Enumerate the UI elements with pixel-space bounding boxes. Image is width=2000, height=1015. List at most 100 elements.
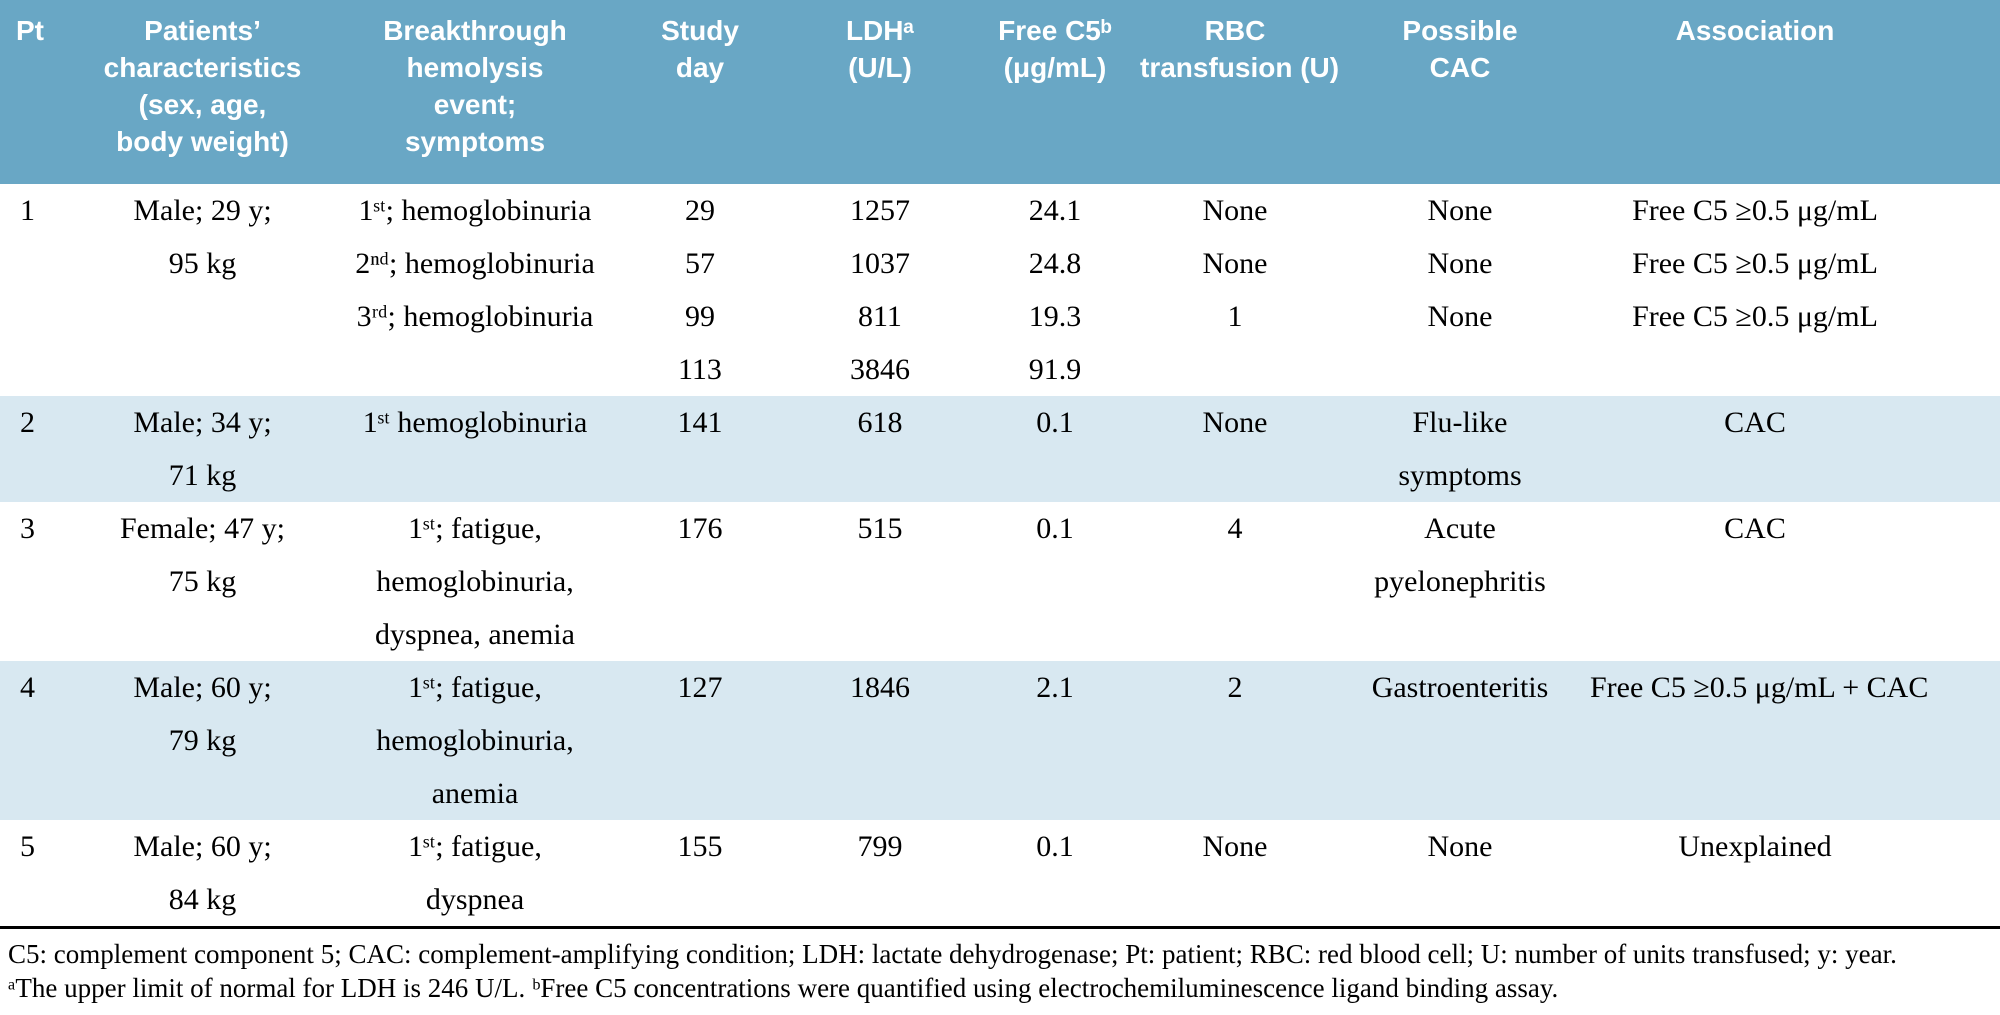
cell-line: 0.1 (1036, 830, 1074, 863)
cell-study-day: 155 (610, 820, 790, 926)
cell-association: Free C5 ≥0.5 μg/mL Free C5 ≥0.5 μg/mL Fr… (1590, 184, 2000, 396)
cell-study-day: 141 (610, 396, 790, 502)
patient-row-1: 1 Male; 29 y; 95 kg 1ˢᵗ; hemoglobinuria … (0, 184, 2000, 396)
header-pt: Pt (0, 12, 65, 160)
cell-line: None (1202, 830, 1268, 863)
cell-line: 2ⁿᵈ; hemoglobinuria (355, 247, 595, 280)
cell-line: 3846 (850, 353, 910, 386)
cell-line: 1ˢᵗ; fatigue, (408, 512, 542, 545)
cell-events: 1ˢᵗ; hemoglobinuria 2ⁿᵈ; hemoglobinuria … (340, 184, 610, 396)
cell-line: None (1427, 247, 1493, 280)
cell-line: 127 (677, 671, 723, 704)
cell-line: Male; 34 y; (133, 406, 272, 439)
cell-line: Unexplained (1678, 830, 1832, 863)
header-line: Patients’ (144, 15, 261, 46)
cell-line: dyspnea (425, 883, 525, 916)
cell-free-c5: 0.1 (970, 502, 1140, 661)
cell-line: 1 (20, 194, 35, 227)
header-patient-characteristics: Patients’ characteristics (sex, age, bod… (65, 12, 340, 160)
cell-line: None (1202, 194, 1268, 227)
cell-ldh: 1257 1037 811 3846 (790, 184, 970, 396)
cell-line: 4 (1227, 512, 1243, 545)
header-line: transfusion (U) (1140, 52, 1340, 83)
cell-line: 91.9 (1028, 353, 1082, 386)
cell-line: 176 (677, 512, 723, 545)
cell-characteristics: Male; 34 y; 71 kg (65, 396, 340, 502)
cell-line: 799 (857, 830, 903, 863)
cell-line: 515 (857, 512, 903, 545)
cell-line: 57 (685, 247, 715, 280)
cell-line: Free C5 ≥0.5 μg/mL (1632, 247, 1878, 280)
patient-row-4: 4 Male; 60 y; 79 kg 1ˢᵗ; fatigue, hemogl… (0, 661, 2000, 820)
cell-characteristics: Male; 60 y; 84 kg (65, 820, 340, 926)
cell-line: 3 (20, 512, 35, 545)
cell-line: 19.3 (1028, 300, 1082, 333)
header-line: Pt (16, 15, 44, 46)
cell-line: 75 kg (168, 565, 237, 598)
header-line: hemolysis (406, 52, 544, 83)
cell-events: 1ˢᵗ hemoglobinuria (340, 396, 610, 502)
cell-study-day: 127 (610, 661, 790, 820)
cell-line: 1037 (850, 247, 910, 280)
cell-free-c5: 2.1 (970, 661, 1140, 820)
header-ldh: LDHᵃ (U/L) (790, 12, 970, 160)
footnote-abbreviations: C5: complement component 5; CAC: complem… (8, 939, 1897, 969)
cell-line: Female; 47 y; (120, 512, 285, 545)
cell-line: 1ˢᵗ; fatigue, (408, 830, 542, 863)
cell-line: None (1427, 830, 1493, 863)
cell-line: Free C5 ≥0.5 μg/mL + CAC (1590, 671, 1929, 704)
cell-cac: None (1330, 820, 1590, 926)
header-line: (μg/mL) (1003, 52, 1107, 83)
cell-association: Free C5 ≥0.5 μg/mL + CAC (1590, 661, 2000, 820)
cell-events: 1ˢᵗ; fatigue, hemoglobinuria, anemia (340, 661, 610, 820)
cell-characteristics: Male; 29 y; 95 kg (65, 184, 340, 396)
cell-line: 113 (678, 353, 722, 386)
header-line: Breakthrough (383, 15, 567, 46)
header-line: CAC (1429, 52, 1491, 83)
cell-rbc: 4 (1140, 502, 1330, 661)
header-rbc-transfusion: RBC transfusion (U) (1140, 12, 1340, 160)
cell-line: Male; 60 y; (133, 671, 272, 704)
cell-pt: 3 (0, 502, 65, 661)
header-possible-cac: Possible CAC (1330, 12, 1590, 160)
header-free-c5: Free C5ᵇ (μg/mL) (970, 12, 1140, 160)
patient-row-5: 5 Male; 60 y; 84 kg 1ˢᵗ; fatigue, dyspne… (0, 820, 2000, 926)
cell-pt: 4 (0, 661, 65, 820)
cell-ldh: 618 (790, 396, 970, 502)
header-line: Association (1675, 15, 1835, 46)
cell-line: 0.1 (1036, 512, 1074, 545)
cell-line: 155 (677, 830, 723, 863)
cell-line: 2 (20, 406, 35, 439)
header-line: RBC (1204, 15, 1266, 46)
cell-association: CAC (1590, 396, 2000, 502)
cell-line: 1ˢᵗ; hemoglobinuria (358, 194, 592, 227)
cell-line: Free C5 ≥0.5 μg/mL (1632, 194, 1878, 227)
cell-line: 24.8 (1028, 247, 1082, 280)
header-line: Possible (1402, 15, 1518, 46)
header-line: Study (661, 15, 739, 46)
cell-line: 1846 (850, 671, 910, 704)
cell-line: 29 (685, 194, 715, 227)
cell-pt: 1 (0, 184, 65, 396)
cell-line: Flu-like (1412, 406, 1508, 439)
cell-line: 5 (20, 830, 35, 863)
cell-line: 141 (677, 406, 723, 439)
cell-line: 95 kg (168, 247, 237, 280)
cell-line: 1 (1227, 300, 1243, 333)
cell-line: Male; 60 y; (133, 830, 272, 863)
cell-line: None (1202, 247, 1268, 280)
cell-free-c5: 24.1 24.8 19.3 91.9 (970, 184, 1140, 396)
cell-rbc: None None 1 (1140, 184, 1330, 396)
cell-cac: Flu-like symptoms (1330, 396, 1590, 502)
cell-ldh: 515 (790, 502, 970, 661)
cell-line: None (1202, 406, 1268, 439)
cell-line: pyelonephritis (1374, 565, 1546, 598)
cell-free-c5: 0.1 (970, 820, 1140, 926)
cell-rbc: 2 (1140, 661, 1330, 820)
cell-ldh: 799 (790, 820, 970, 926)
header-line: (sex, age, (138, 89, 267, 120)
cell-ldh: 1846 (790, 661, 970, 820)
cell-line: Male; 29 y; (133, 194, 272, 227)
cell-line: None (1427, 300, 1493, 333)
